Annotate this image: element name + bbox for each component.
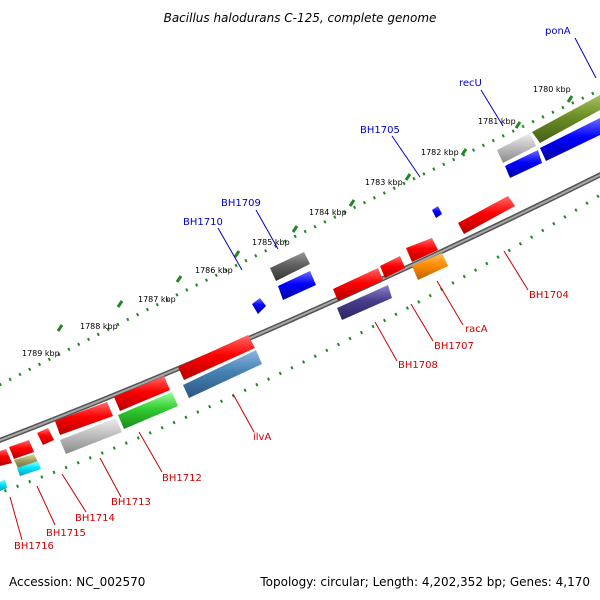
kbp-label: 1784 kbp (309, 208, 347, 217)
kbp-labels: 1780 kbp 1781 kbp 1782 kbp 1783 kbp 1784… (22, 85, 571, 358)
gene-BH1712[interactable] (118, 392, 178, 429)
gene-red-edge[interactable] (0, 449, 12, 466)
gene-red-long[interactable] (178, 335, 255, 380)
gene-BH1705[interactable] (432, 206, 442, 218)
genome-stats-text: Topology: circular; Length: 4,202,352 bp… (259, 575, 590, 589)
gene-label-BH1708: BH1708 (398, 360, 438, 371)
kbp-label: 1780 kbp (533, 85, 571, 94)
inner-gene-labels: BH1704 racA BH1707 BH1708 ilvA BH1712 BH… (14, 290, 569, 552)
gene-red-tiny2[interactable] (9, 440, 34, 459)
gene-label-BH1709: BH1709 (221, 198, 261, 209)
inner-scale-track (0, 193, 600, 495)
map-title: Bacillus halodurans C-125, complete geno… (164, 11, 437, 25)
gene-label-BH1715: BH1715 (46, 528, 86, 539)
kbp-label: 1788 kbp (80, 322, 118, 331)
gene-recU[interactable] (497, 133, 536, 163)
inner-genes (0, 238, 448, 491)
gene-label-BH1712: BH1712 (162, 473, 202, 484)
gene-BH1708[interactable] (337, 285, 392, 320)
kbp-label: 1787 kbp (138, 295, 176, 304)
kbp-label: 1789 kbp (22, 349, 60, 358)
gene-BH1716[interactable] (0, 479, 7, 491)
gene-label-BH1707: BH1707 (434, 341, 474, 352)
outer-scale-track (0, 88, 600, 387)
gene-label-BH1710: BH1710 (183, 217, 223, 228)
gene-red-small[interactable] (380, 256, 405, 278)
outer-genes (252, 95, 600, 314)
outer-gene-labels: ponA recU BH1705 BH1709 BH1710 (183, 26, 571, 228)
gene-label-BH1716: BH1716 (14, 541, 54, 552)
gene-red-left[interactable] (114, 376, 170, 411)
gene-ilvA[interactable] (183, 350, 262, 398)
kbp-label: 1783 kbp (365, 178, 403, 187)
gene-label-ilvA: ilvA (253, 432, 271, 443)
gene-BH1709-blue[interactable] (278, 271, 316, 300)
gene-label-BH1704: BH1704 (529, 290, 569, 301)
kbp-label: 1786 kbp (195, 266, 233, 275)
outer-leaders (217, 37, 597, 271)
kbp-ticks (56, 95, 574, 332)
gene-BH1715[interactable] (17, 461, 41, 476)
gene-BH1709[interactable] (270, 252, 310, 281)
gene-red-mid[interactable] (333, 268, 383, 301)
gene-label-ponA: ponA (545, 26, 571, 37)
gene-label-BH1713: BH1713 (111, 497, 151, 508)
genome-backbone (0, 172, 600, 444)
kbp-label: 1785 kbp (252, 238, 290, 247)
gene-ponA-lower[interactable] (540, 118, 600, 161)
kbp-label: 1782 kbp (421, 148, 459, 157)
gene-ponA[interactable] (532, 95, 600, 143)
gene-red-left2[interactable] (55, 402, 113, 435)
gene-label-racA: racA (465, 324, 488, 335)
gene-BH1710[interactable] (252, 298, 266, 314)
gene-BH1704-box[interactable] (458, 196, 515, 234)
gene-unnamed-blue[interactable] (505, 150, 542, 178)
gene-red-tiny[interactable] (37, 428, 54, 445)
gene-BH1715-khaki[interactable] (14, 454, 38, 468)
inner-leaders (9, 250, 529, 541)
gene-label-BH1714: BH1714 (75, 513, 115, 524)
gene-BH1707[interactable] (406, 238, 438, 262)
gene-BH1713[interactable] (60, 418, 122, 454)
gene-racA[interactable] (412, 253, 448, 280)
kbp-label: 1781 kbp (478, 117, 516, 126)
gene-label-recU: recU (459, 78, 482, 89)
accession-text: Accession: NC_002570 (9, 575, 145, 589)
gene-label-BH1705: BH1705 (360, 125, 400, 136)
